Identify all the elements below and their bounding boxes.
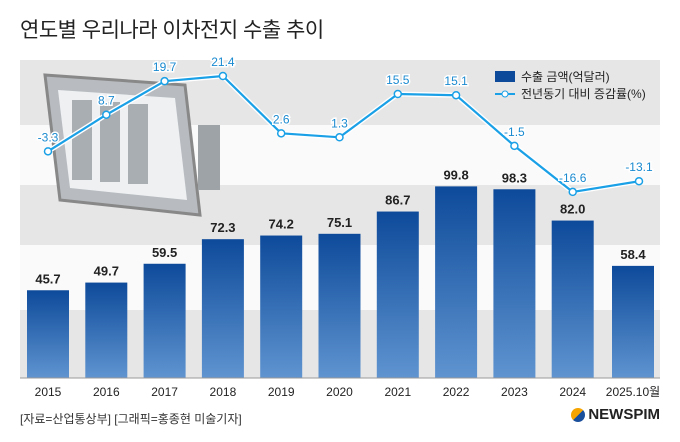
x-tick-label: 2015: [35, 385, 62, 399]
bar-2020: [318, 233, 361, 378]
battery-illustration: [43, 73, 220, 217]
line-point-2024: [568, 187, 577, 197]
legend-bar-label: 수출 금액(억달러): [521, 70, 610, 84]
line-point-2023: [510, 141, 519, 151]
bar-2019: [260, 235, 303, 378]
legend-line-marker: [501, 90, 509, 98]
x-tick-label: 2019: [268, 385, 295, 399]
newspim-logo: NEWSPIM: [571, 406, 660, 423]
line-point-2019: [276, 129, 286, 138]
bar-value-label: 75.1: [327, 215, 352, 230]
bar-2018: [201, 239, 244, 378]
chart-title: 연도별 우리나라 이차전지 수출 추이: [20, 19, 324, 42]
bar-2022: [435, 186, 478, 378]
x-tick-label: 2022: [443, 385, 470, 399]
logo-text: NEWSPIM: [588, 406, 660, 423]
bar-value-label: 58.4: [620, 247, 646, 262]
legend-bar-swatch: [495, 71, 515, 82]
bar-2016: [85, 282, 128, 378]
x-tick-label: 2021: [384, 385, 411, 399]
line-point-2017: [160, 76, 169, 86]
source-credit: [자료=산업통상부] [그래픽=홍종현 미술기자]: [20, 412, 242, 426]
bar-2021: [376, 211, 419, 378]
line-value-label: 15.1: [444, 74, 468, 88]
bar-2024: [551, 220, 594, 378]
line-value-label: 21.4: [211, 55, 235, 69]
x-tick-label: 2018: [210, 385, 237, 399]
line-point-2022: [451, 90, 461, 100]
bar-value-label: 59.5: [152, 245, 177, 260]
line-value-label: 15.5: [386, 73, 410, 87]
x-tick-label: 2020: [326, 385, 353, 399]
bar-value-label: 74.2: [269, 217, 294, 232]
x-tick-label: 2025.10월: [606, 385, 660, 399]
line-point-2016: [102, 110, 111, 119]
x-tick-label: 2023: [501, 385, 528, 399]
line-point-2018: [218, 71, 228, 81]
legend-line-label: 전년동기 대비 증감률(%): [521, 87, 646, 101]
x-tick-label: 2016: [93, 385, 120, 399]
line-value-label: 19.7: [153, 60, 177, 74]
bar-2015: [27, 290, 69, 378]
bar-value-label: 45.7: [35, 271, 60, 286]
bar-value-label: 72.3: [210, 220, 235, 235]
bar-2025.10월: [612, 265, 654, 378]
line-point-2025.10월: [634, 176, 644, 186]
line-value-label: -13.1: [625, 160, 653, 174]
x-tick-label: 2024: [559, 385, 586, 399]
line-point-2021: [393, 89, 403, 99]
line-value-label: 2.6: [273, 112, 290, 126]
bar-value-label: 82.0: [560, 202, 585, 217]
line-value-label: 8.7: [98, 94, 115, 108]
x-tick-label: 2017: [151, 385, 178, 399]
line-value-label: -16.6: [559, 171, 587, 185]
bar-value-label: 49.7: [94, 264, 119, 279]
line-point-2015: [43, 147, 53, 156]
line-value-label: -3.3: [38, 130, 59, 144]
bar-value-label: 86.7: [385, 193, 410, 208]
bar-2023: [493, 189, 536, 378]
logo-icon: [571, 407, 586, 422]
bar-value-label: 99.8: [443, 167, 468, 182]
line-point-2020: [335, 133, 344, 142]
bar-value-label: 98.3: [502, 170, 527, 185]
line-value-label: -1.5: [504, 125, 525, 139]
bar-2017: [143, 263, 186, 378]
line-value-label: 1.3: [331, 116, 348, 130]
